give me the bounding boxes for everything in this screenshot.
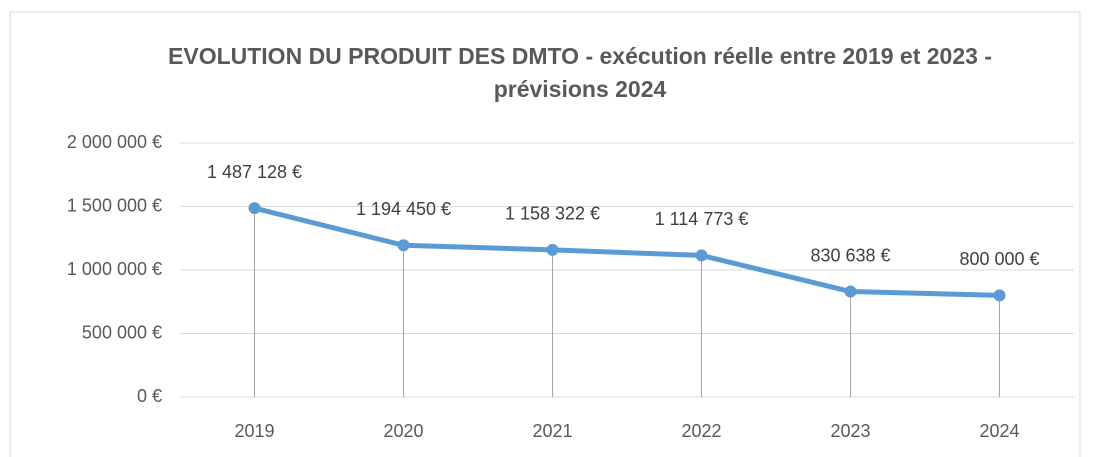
point bbox=[546, 243, 559, 256]
y-tick-label: 1 000 000 € bbox=[67, 259, 162, 279]
y-tick-label: 1 500 000 € bbox=[67, 195, 162, 215]
x-tick-label: 2023 bbox=[830, 421, 870, 441]
data-label: 800 000 € bbox=[959, 249, 1039, 269]
data-label: 1 158 322 € bbox=[505, 204, 600, 224]
point bbox=[993, 289, 1006, 302]
y-tick-label: 500 000 € bbox=[82, 322, 162, 342]
chart-frame bbox=[9, 11, 1081, 457]
data-label: 830 638 € bbox=[810, 245, 890, 265]
x-tick-label: 2020 bbox=[383, 421, 423, 441]
data-label: 1 194 450 € bbox=[356, 199, 451, 219]
point bbox=[695, 249, 708, 262]
x-tick-label: 2022 bbox=[681, 421, 721, 441]
data-label: 1 114 773 € bbox=[655, 209, 749, 229]
point bbox=[248, 202, 261, 215]
x-tick-label: 2021 bbox=[532, 421, 572, 441]
line bbox=[253, 205, 1000, 298]
point bbox=[397, 239, 410, 252]
x-tick-label: 2024 bbox=[979, 421, 1019, 441]
data-label: 1 487 128 € bbox=[207, 162, 302, 182]
chart-title: EVOLUTION DU PRODUIT DES DMTO - exécutio… bbox=[168, 43, 992, 102]
y-tick-label: 2 000 000 € bbox=[67, 132, 162, 152]
point bbox=[844, 285, 857, 298]
y-tick-label: 0 € bbox=[137, 386, 162, 406]
x-tick-label: 2019 bbox=[234, 421, 274, 441]
